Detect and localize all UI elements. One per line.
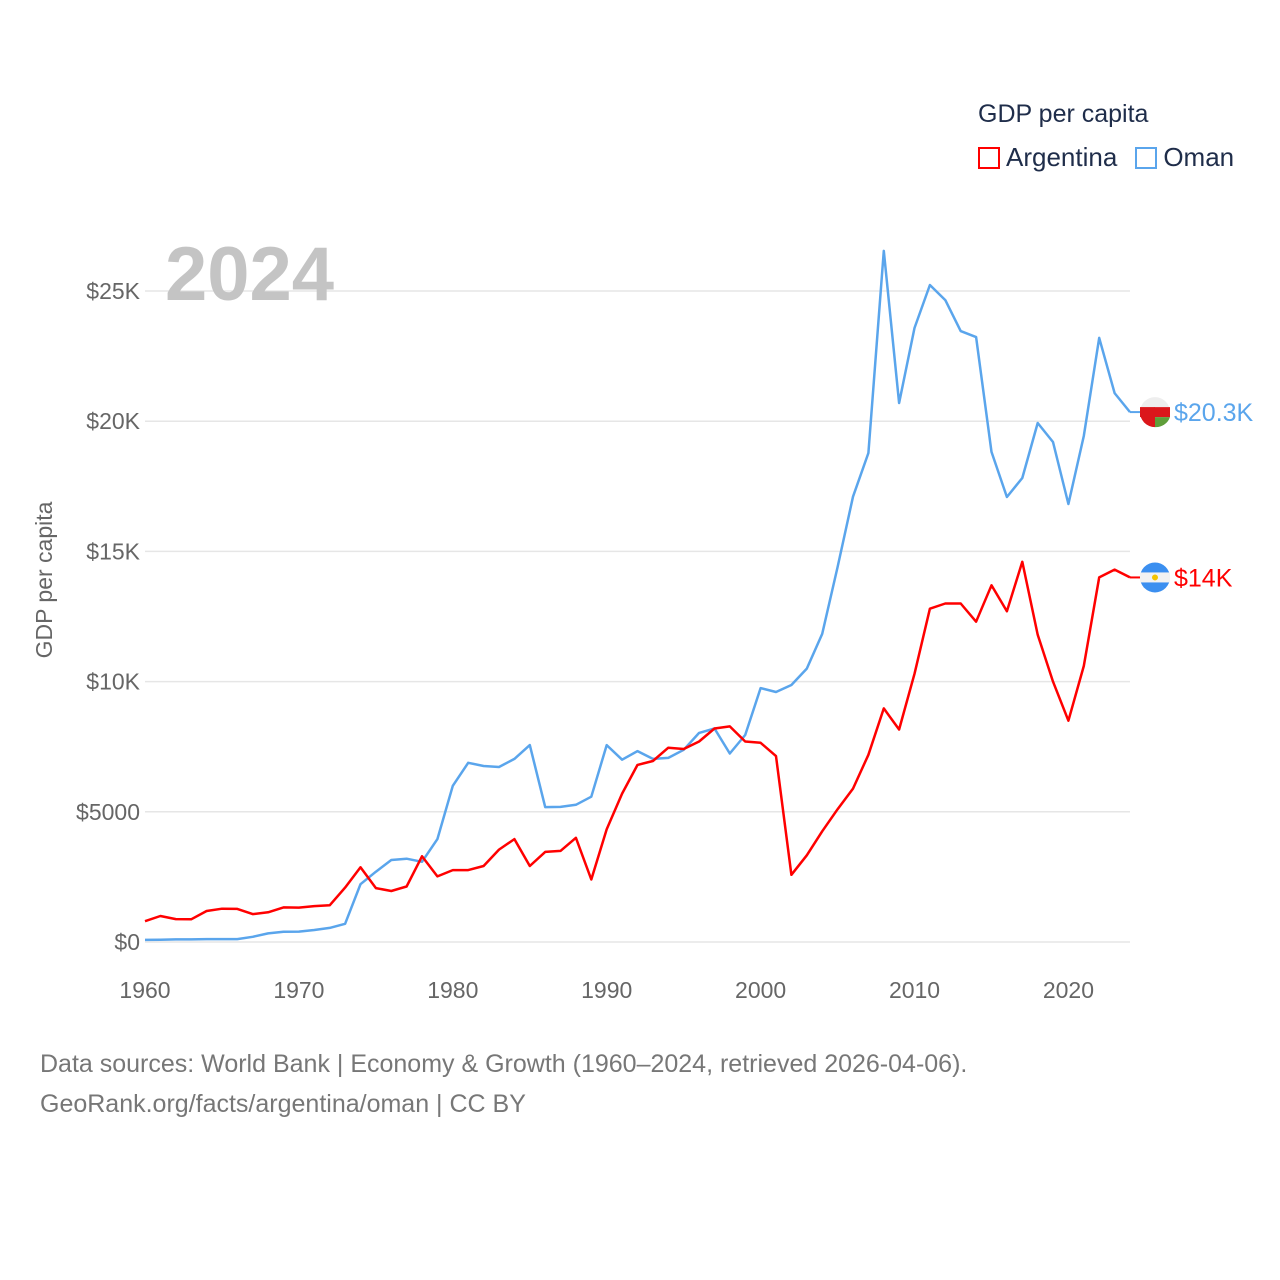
- x-tick-label: 2010: [889, 977, 940, 1003]
- series-line-oman: [144, 249, 1131, 942]
- oman-flag-green: [1155, 417, 1170, 428]
- argentina-flag-sun: [1152, 574, 1158, 581]
- legend: Argentina Oman: [978, 142, 1234, 173]
- y-tick-label: $25K: [86, 278, 140, 304]
- year-label: 2024: [165, 232, 334, 317]
- footer: Data sources: World Bank | Economy & Gro…: [40, 1044, 967, 1124]
- x-tick-label: 1970: [273, 977, 324, 1003]
- data-sources: Data sources: World Bank | Economy & Gro…: [40, 1050, 968, 1078]
- y-tick-label: $0: [114, 929, 140, 955]
- legend-item-oman[interactable]: Oman: [1135, 142, 1234, 173]
- legend-title: GDP per capita: [978, 100, 1149, 128]
- y-tick-label: $5000: [76, 799, 140, 825]
- legend-item-argentina[interactable]: Argentina: [978, 142, 1117, 173]
- y-tick-label: $20K: [86, 408, 140, 434]
- x-tick-label: 1960: [119, 977, 170, 1003]
- legend-label-argentina: Argentina: [1006, 142, 1118, 172]
- y-axis-label: GDP per capita: [31, 501, 57, 658]
- x-tick-label: 1980: [427, 977, 478, 1003]
- source-link[interactable]: GeoRank.org/facts/argentina/oman | CC BY: [40, 1090, 526, 1118]
- end-value-label: $14K: [1174, 564, 1233, 592]
- x-tick-label: 1990: [581, 977, 632, 1003]
- end-value-label: $20.3K: [1174, 399, 1254, 427]
- legend-label-oman: Oman: [1163, 142, 1235, 172]
- oman-flag-band: [1140, 407, 1155, 418]
- x-tick-label: 2000: [735, 977, 786, 1003]
- legend-swatch-oman: [1135, 146, 1158, 169]
- series-line-argentina: [144, 560, 1131, 923]
- y-tick-label: $15K: [86, 538, 140, 564]
- legend-swatch-argentina: [978, 146, 1000, 169]
- y-tick-label: $10K: [86, 669, 140, 695]
- x-tick-label: 2020: [1043, 977, 1094, 1003]
